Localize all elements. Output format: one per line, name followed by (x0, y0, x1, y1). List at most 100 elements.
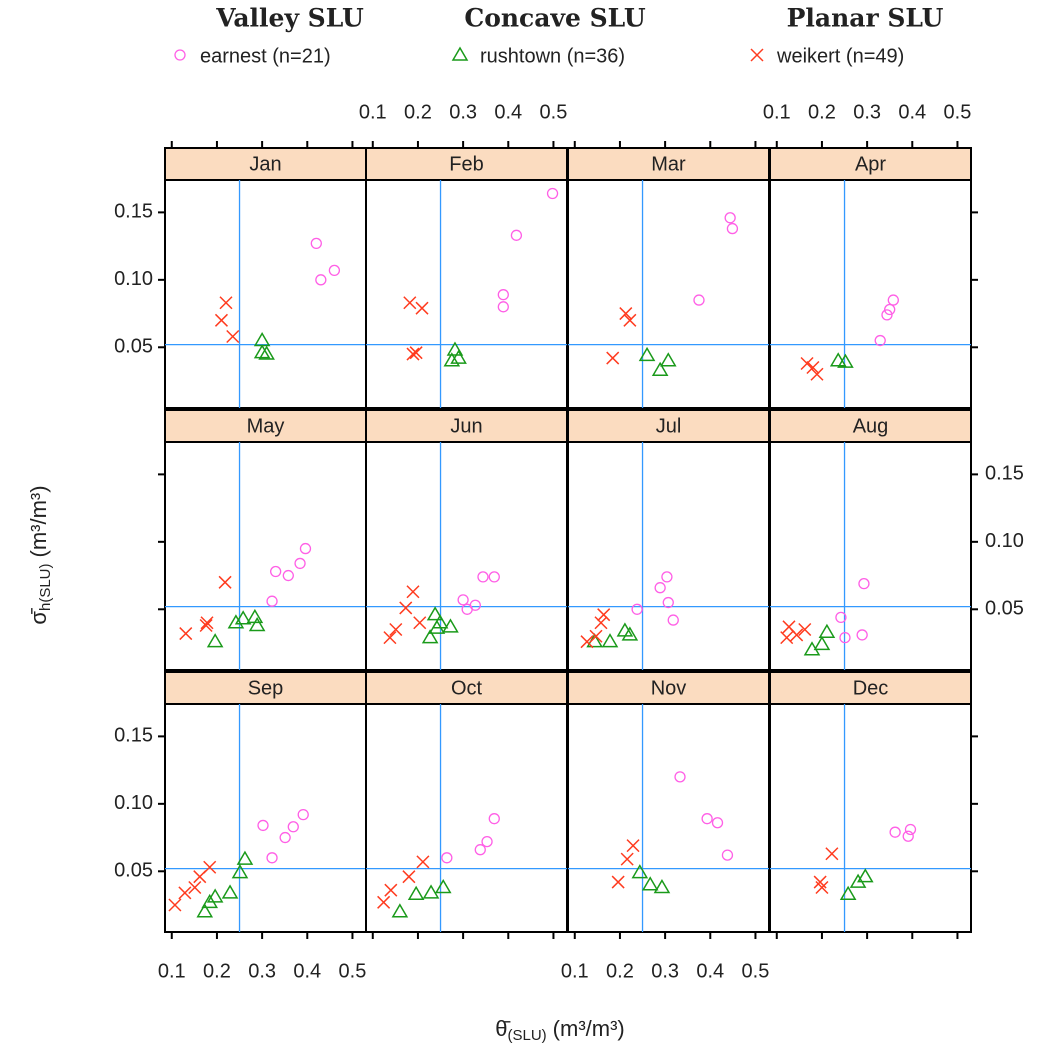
x-tick-label: 0.4 (293, 960, 321, 982)
x-tick-label: 0.5 (540, 101, 568, 123)
point (257, 819, 269, 832)
point (510, 229, 523, 241)
strip (567, 671, 770, 705)
point (641, 876, 659, 891)
strip (365, 409, 568, 443)
point (497, 301, 509, 313)
point (391, 903, 409, 918)
y-axis-label: σ̄h(SLU)(m³/m³) (26, 485, 54, 624)
point (654, 582, 666, 594)
point (457, 594, 469, 606)
y-tick-label: 0.10 (114, 268, 153, 290)
point (282, 569, 294, 582)
point (825, 847, 839, 861)
point (294, 557, 306, 570)
panel-title: Jan (249, 153, 281, 175)
panel-title: Oct (451, 677, 483, 699)
point (835, 611, 847, 624)
point (638, 346, 656, 362)
point (201, 893, 219, 909)
point (248, 616, 266, 632)
point (416, 855, 430, 869)
point (218, 575, 232, 589)
panel-title: Sep (248, 677, 284, 699)
point (780, 631, 794, 645)
panel-title: Aug (853, 415, 889, 437)
point (407, 885, 425, 900)
legend-marker (750, 48, 764, 62)
point (611, 875, 625, 889)
point (299, 542, 312, 555)
point (258, 345, 275, 360)
point (881, 309, 893, 321)
point (199, 618, 213, 633)
point (227, 614, 245, 629)
point (884, 303, 896, 316)
point (619, 307, 633, 321)
strip (567, 147, 770, 181)
point (721, 849, 734, 861)
point (450, 349, 467, 364)
point (889, 826, 901, 838)
point (421, 629, 439, 644)
point (406, 347, 420, 361)
point (815, 880, 829, 895)
panel-title: Jul (656, 415, 682, 437)
point (902, 830, 914, 842)
point (179, 627, 193, 641)
strip (164, 671, 367, 705)
point (606, 351, 620, 365)
legend-label: earnest (n=21) (200, 45, 331, 67)
point (442, 618, 459, 633)
point (477, 571, 489, 583)
point (674, 771, 686, 783)
point (253, 344, 271, 359)
point (206, 888, 224, 903)
point (837, 353, 854, 368)
point (384, 883, 398, 897)
x-tick-label: 0.3 (853, 101, 881, 123)
panel-title: Apr (855, 153, 886, 175)
point (626, 839, 640, 853)
point (621, 626, 639, 641)
point (422, 884, 440, 899)
point (653, 878, 671, 894)
x-tick-label: 0.3 (651, 960, 679, 982)
point (214, 313, 228, 327)
point (279, 831, 291, 844)
point (413, 616, 427, 630)
point (597, 608, 611, 622)
legend-label: rushtown (n=36) (480, 45, 625, 67)
point (829, 352, 847, 367)
point (620, 852, 634, 866)
point (297, 808, 309, 821)
x-tick-label: 0.5 (339, 960, 367, 982)
y-tick-label: 0.10 (114, 792, 153, 814)
point (383, 631, 397, 645)
x-tick-label: 0.1 (763, 101, 791, 123)
point (287, 821, 299, 833)
x-tick-label: 0.1 (359, 101, 387, 123)
point (481, 835, 493, 848)
point (701, 813, 713, 825)
point (874, 334, 886, 347)
legend-group: Concave SLU (464, 4, 646, 33)
legend-group: Planar SLU (787, 4, 944, 33)
y-tick-label: 0.15 (985, 463, 1024, 485)
point (661, 571, 673, 583)
strip (164, 409, 367, 443)
x-tick-label: 0.2 (808, 101, 836, 123)
x-tick-label: 0.2 (606, 960, 634, 982)
point (434, 878, 452, 894)
x-tick-label: 0.2 (203, 960, 231, 982)
point (221, 884, 239, 899)
point (426, 606, 444, 621)
point (651, 361, 669, 376)
point (446, 341, 464, 356)
point (428, 619, 446, 634)
y-tick-label: 0.15 (114, 725, 153, 747)
x-axis-label: θ̄(SLU) (m³/m³) (495, 1016, 625, 1044)
point (266, 852, 278, 864)
point (601, 633, 619, 648)
